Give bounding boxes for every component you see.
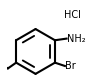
Text: Br: Br [65, 61, 76, 71]
Text: NH₂: NH₂ [67, 34, 86, 44]
Text: HCl: HCl [64, 10, 81, 20]
